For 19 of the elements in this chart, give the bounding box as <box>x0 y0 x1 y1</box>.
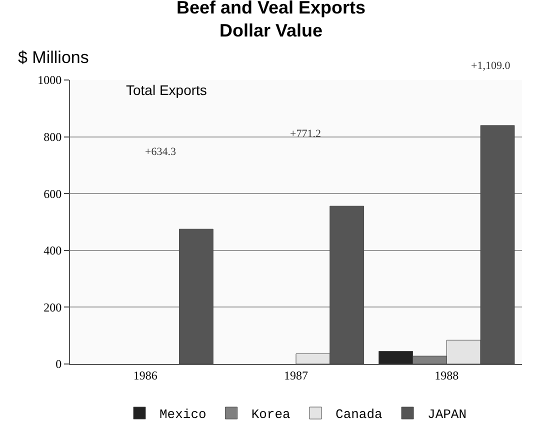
x-tick-label: 1988 <box>434 368 459 382</box>
annotation: +771.2 <box>290 128 321 140</box>
y-tick-label: 800 <box>44 130 62 144</box>
legend-label: JAPAN <box>428 407 467 422</box>
y-tick-label: 200 <box>44 300 62 314</box>
annotation: +634.3 <box>145 146 176 158</box>
x-tick-label: 1986 <box>133 368 158 382</box>
legend-label: Korea <box>251 407 291 422</box>
legend-label: Mexico <box>160 407 206 422</box>
legend-label: Canada <box>336 407 383 422</box>
text: +1,109.0 <box>471 60 511 72</box>
x-tick-label: 1987 <box>284 368 308 382</box>
y-axis-title: $ Millions <box>18 48 89 67</box>
y-tick-label: 400 <box>44 244 62 258</box>
y-tick-label: 600 <box>44 186 62 201</box>
y-tick-label: 0 <box>56 357 62 372</box>
annotation: Total Exports <box>126 82 207 98</box>
y-tick-label: 1000 <box>38 73 62 88</box>
chart-title: Beef and Veal Exports Dollar Value <box>176 0 366 41</box>
